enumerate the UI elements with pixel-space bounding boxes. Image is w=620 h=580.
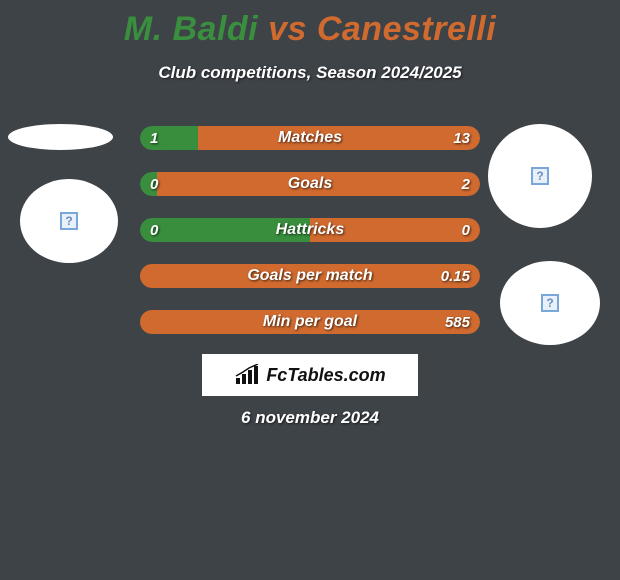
player-left-club-placeholder: ?: [20, 179, 118, 263]
stat-row: Min per goal585: [140, 310, 480, 334]
title-left-name: M. Baldi: [124, 10, 258, 48]
brand-badge: FcTables.com: [202, 354, 418, 396]
image-placeholder-icon: ?: [531, 167, 549, 185]
stat-label: Min per goal: [140, 310, 480, 334]
stat-label: Hattricks: [140, 218, 480, 242]
stat-value-right: 585: [445, 310, 470, 334]
title-vs: vs: [258, 10, 317, 48]
brand-text: FcTables.com: [266, 365, 385, 386]
title-right-name: Canestrelli: [317, 10, 496, 48]
stat-value-left: 0: [150, 172, 158, 196]
stat-value-left: 0: [150, 218, 158, 242]
stat-value-left: 1: [150, 126, 158, 150]
player-left-photo-placeholder: [8, 124, 113, 150]
stat-value-right: 2: [462, 172, 470, 196]
player-right-photo-placeholder: ?: [488, 124, 592, 228]
stat-value-right: 13: [453, 126, 470, 150]
subtitle: Club competitions, Season 2024/2025: [0, 63, 620, 83]
player-right-club-placeholder: ?: [500, 261, 600, 345]
stat-label: Goals per match: [140, 264, 480, 288]
stat-row: Goals0 2: [140, 172, 480, 196]
stat-row: Goals per match0.15: [140, 264, 480, 288]
image-placeholder-icon: ?: [60, 212, 78, 230]
date: 6 november 2024: [0, 408, 620, 428]
stat-label: Goals: [140, 172, 480, 196]
stats-bars: Matches113Goals02Hattricks00Goals per ma…: [140, 126, 480, 356]
stat-value-right: 0.15: [441, 264, 470, 288]
stat-row: Hattricks0 0: [140, 218, 480, 242]
stat-row: Matches1 13: [140, 126, 480, 150]
stat-value-right: 0: [462, 218, 470, 242]
image-placeholder-icon: ?: [541, 294, 559, 312]
stat-label: Matches: [140, 126, 480, 150]
page-title: M. Baldi vs Canestrelli: [0, 0, 620, 49]
bar-chart-icon: [234, 364, 260, 386]
